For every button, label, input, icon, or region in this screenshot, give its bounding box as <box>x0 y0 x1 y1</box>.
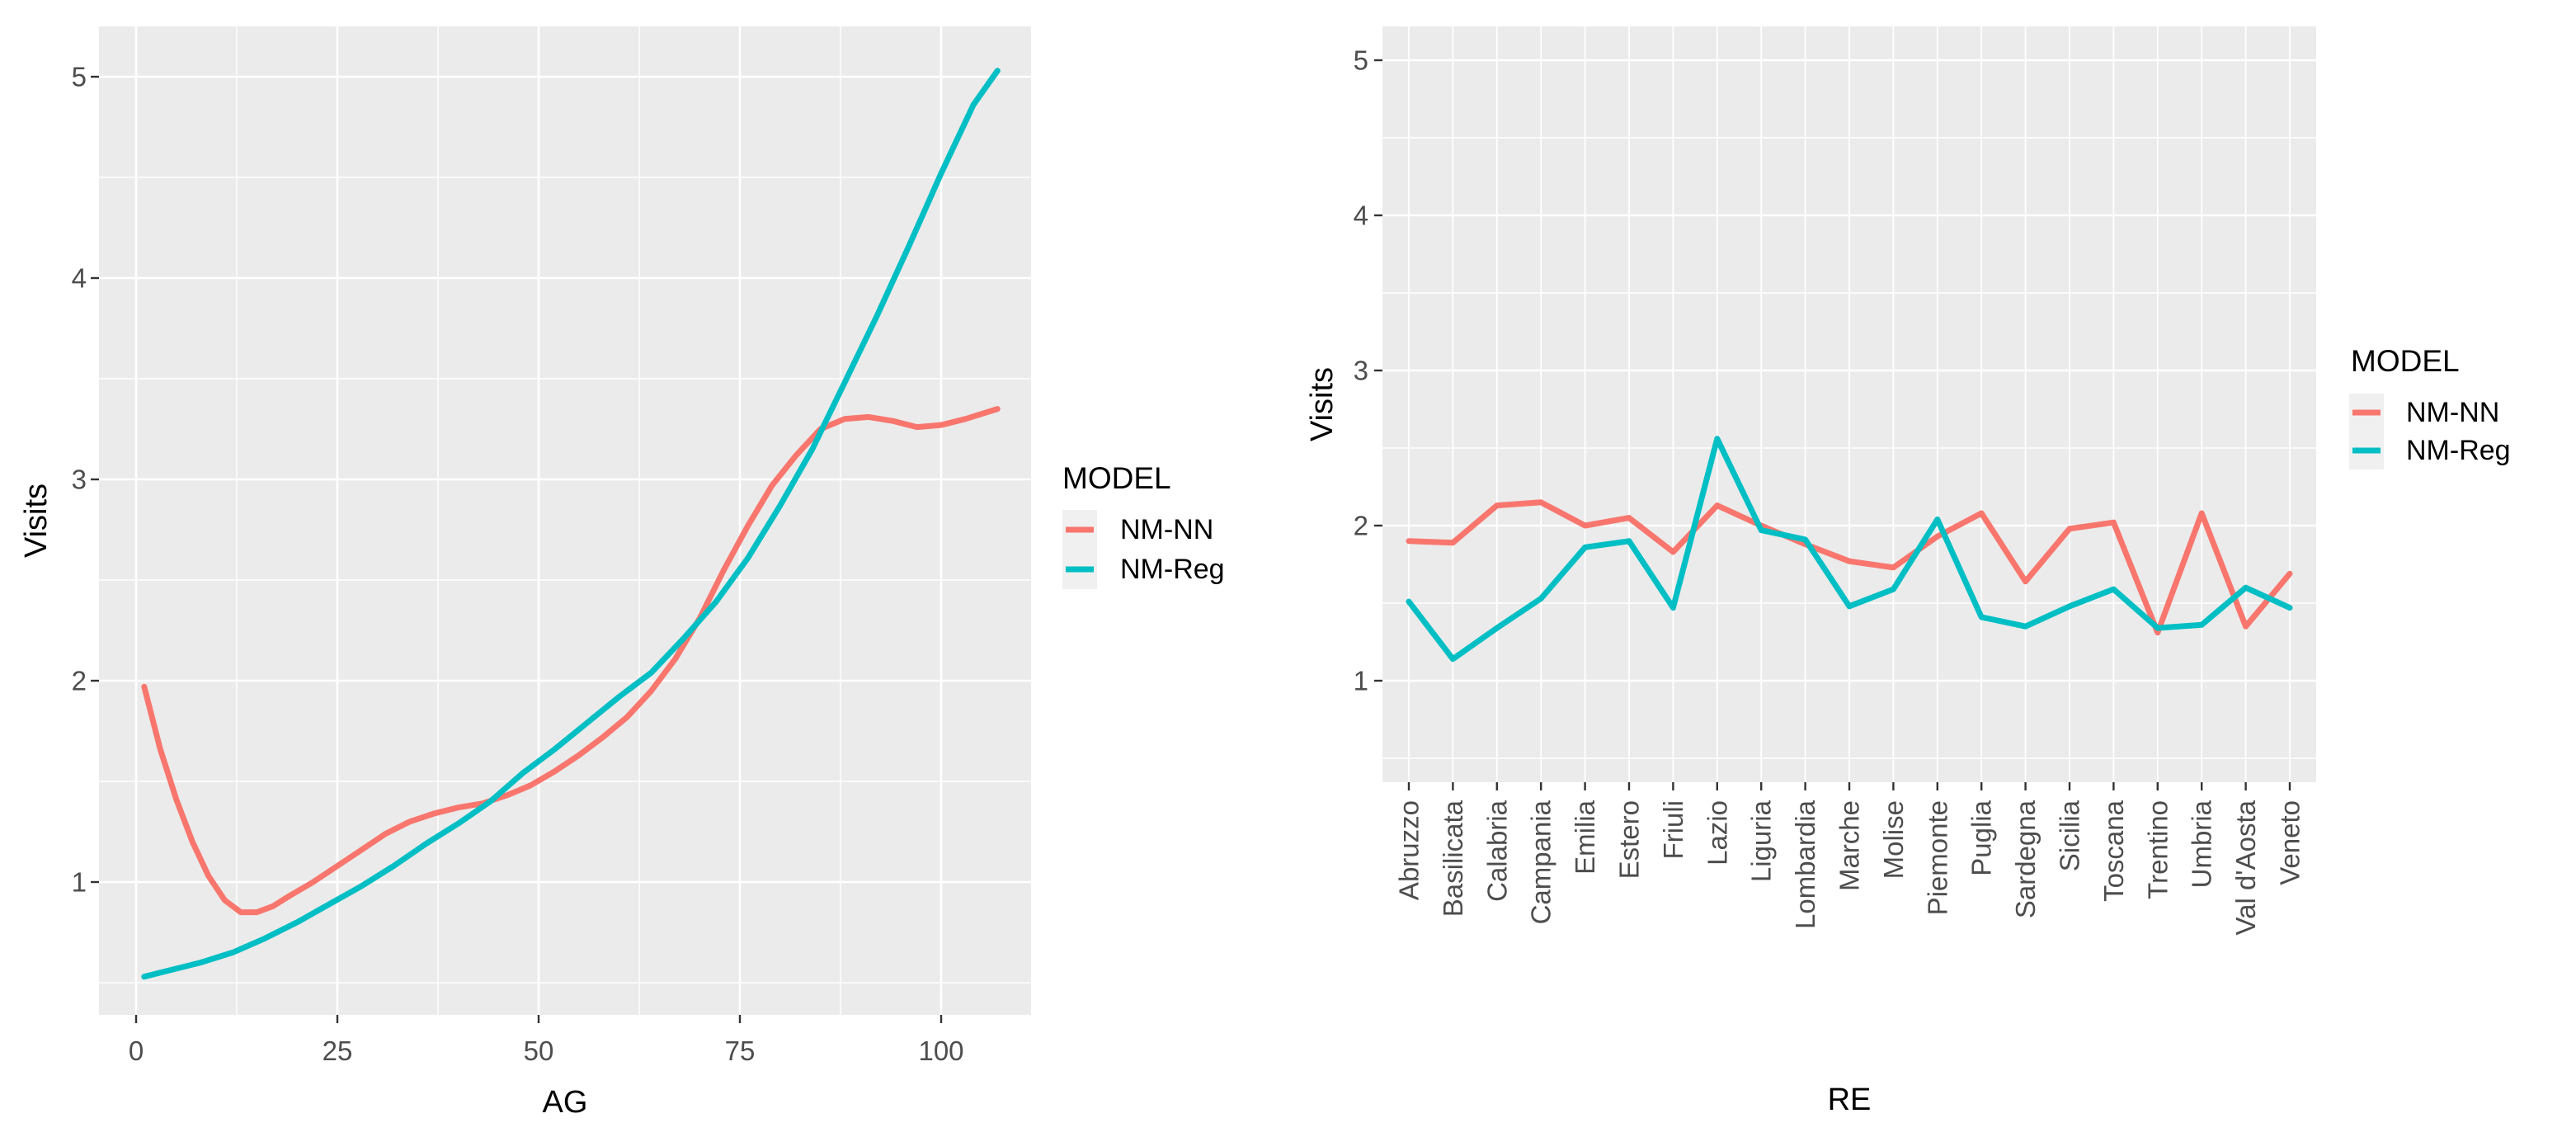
x-tick-label: 100 <box>918 1036 963 1066</box>
x-tick-label: Toscana <box>2098 800 2129 902</box>
y-axis-title: Visits <box>19 484 54 558</box>
series-lines <box>141 68 1001 980</box>
gridlines <box>1382 26 2316 782</box>
legend-label-nm-reg: NM-Reg <box>1120 554 1225 585</box>
x-tick-label: Abruzzo <box>1394 800 1425 900</box>
x-tick-label: Molise <box>1878 800 1909 879</box>
x-tick-label: Marche <box>1834 800 1865 891</box>
series-line-nm-nn <box>1406 499 2293 636</box>
x-tick-label: Calabria <box>1481 800 1512 902</box>
y-tick-label: 4 <box>72 263 87 294</box>
y-tick-label: 2 <box>1354 511 1368 541</box>
y-tick-label: 1 <box>1354 666 1368 696</box>
y-axis-title: Visits <box>1305 367 1340 441</box>
x-tick-label: Piemonte <box>1922 800 1952 915</box>
x-tick-label: 75 <box>725 1036 756 1066</box>
legend-title: MODEL <box>2351 344 2460 378</box>
legend: MODEL NM-NN NM-Reg <box>1062 461 1225 589</box>
y-tick-label: 4 <box>1354 201 1368 231</box>
x-axis-title: AG <box>543 1085 588 1120</box>
x-tick-label: Puglia <box>1966 800 1997 875</box>
series-line-nm-reg <box>1406 436 2293 663</box>
series-line-nm-reg <box>141 68 1001 980</box>
axes: 1 2 3 4 5 Abruzzo Basilicata Calabria Campania Em… <box>1305 45 2305 1118</box>
x-tick-label: 0 <box>129 1036 144 1066</box>
x-tick-label: Lombardia <box>1790 800 1820 929</box>
x-tick-label: Basilicata <box>1438 800 1468 917</box>
panel-background <box>99 26 1031 1015</box>
x-tick-label: Liguria <box>1746 800 1777 882</box>
x-tick-label: Campania <box>1526 800 1556 924</box>
y-tick-label: 3 <box>1354 356 1368 386</box>
x-tick-label: Friuli <box>1658 800 1688 860</box>
y-tick-label: 5 <box>1354 45 1368 76</box>
x-tick-label: Trentino <box>2142 800 2173 899</box>
x-axis-title: RE <box>1828 1083 1872 1117</box>
x-tick-label: Estero <box>1614 800 1645 879</box>
legend-label-nm-reg: NM-Reg <box>2406 435 2511 466</box>
visits-by-region-chart: 1 2 3 4 5 Abruzzo Basilicata Calabria Campania Em… <box>1291 0 2576 1137</box>
x-tick-label: Val d'Aosta <box>2230 800 2261 935</box>
x-tick-label: 50 <box>524 1036 554 1066</box>
series-line-nm-nn <box>141 406 1001 916</box>
y-tick-label: 2 <box>72 666 87 696</box>
series-lines <box>1406 436 2293 663</box>
visits-by-age-chart: 1 2 3 4 5 0 25 50 75 100 AG Visits MODEL NM-NN NM-Reg <box>19 26 1225 1120</box>
x-tick-label: Sardegna <box>2010 800 2041 918</box>
legend-title: MODEL <box>1062 461 1171 495</box>
y-tick-label: 5 <box>72 62 87 92</box>
x-tick-label: Emilia <box>1570 800 1600 874</box>
x-tick-label: Veneto <box>2275 800 2305 885</box>
visits-by-region-plot: 1 2 3 4 5 Abruzzo Basilicata Calabria Campania Em… <box>1305 26 2511 1118</box>
gridlines <box>99 26 1031 1015</box>
legend-label-nm-nn: NM-NN <box>2406 397 2499 428</box>
legend-label-nm-nn: NM-NN <box>1120 514 1213 545</box>
y-tick-label: 3 <box>72 465 87 495</box>
legend: MODEL NM-NN NM-Reg <box>2349 344 2511 469</box>
x-tick-label: Sicilia <box>2055 800 2085 871</box>
y-tick-label: 1 <box>72 867 87 898</box>
x-tick-label: Umbria <box>2187 800 2217 888</box>
x-tick-label: Lazio <box>1702 800 1732 866</box>
x-tick-label: 25 <box>323 1036 353 1066</box>
